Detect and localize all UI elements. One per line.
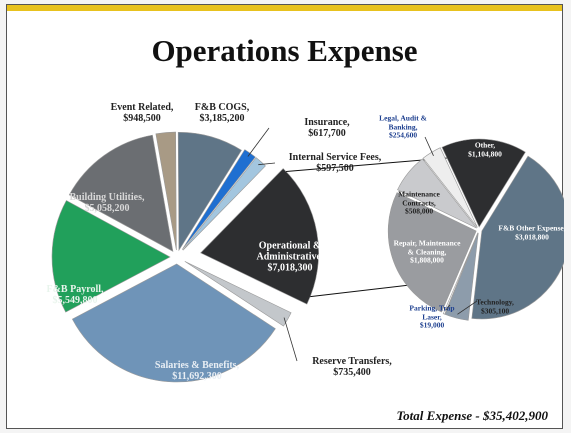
category-label: F&B Payroll, [46, 284, 104, 295]
category-label: Internal Service Fees, [288, 152, 382, 163]
slice-label: F&B COGS, $3,185,200 [182, 102, 262, 124]
pie-slice [397, 158, 477, 229]
category-label: Operational & Administrative, [256, 240, 324, 263]
value-label: $305,100 [480, 306, 510, 315]
slice-label: Insurance, $617,700 [262, 117, 392, 139]
accent-bar [7, 5, 562, 11]
chart [51, 127, 564, 383]
pie-slice [441, 138, 526, 228]
slice-label: Other, $1,104,800 [455, 140, 515, 159]
value-label: $5,549,800 [52, 295, 98, 306]
slice-label: Parking, Trap Laser, $19,000 [402, 304, 462, 330]
value-label: $948,500 [123, 113, 161, 124]
value-label: $1,104,800 [468, 149, 502, 158]
slice-label: F&B Other Expense, $3,018,800 [497, 223, 567, 242]
value-label: $7,018,300 [267, 262, 313, 274]
category-label: Salaries & Benefits, [154, 360, 240, 371]
slice-label: Internal Service Fees, $597,500 [270, 152, 400, 174]
leader-line [424, 136, 434, 157]
value-label: $11,692,300 [172, 371, 222, 382]
slice-label: Salaries & Benefits, $11,692,300 [142, 360, 252, 382]
pie-slice [387, 192, 477, 313]
category-label: Event Related, [110, 102, 174, 113]
slice-label: Technology, $305,100 [455, 297, 535, 316]
value-label: $508,000 [404, 206, 434, 216]
category-label: Other, [474, 140, 496, 150]
category-label: Legal, Audit & Banking, [379, 113, 427, 131]
leader-line [283, 317, 298, 362]
pie-slice [422, 147, 478, 228]
category-label: Technology, [476, 297, 514, 307]
pie-slice [442, 232, 479, 315]
slice-label: Operational & Administrative, $7,018,300 [240, 241, 340, 274]
value-label: $617,700 [308, 128, 346, 139]
value-label: $19,000 [419, 320, 445, 330]
value-label: $3,185,200 [199, 113, 245, 124]
value-label: $3,018,800 [515, 232, 549, 241]
category-label: Building Utilities, [69, 192, 145, 203]
category-label: Insurance, [304, 117, 350, 128]
pie-slice [444, 232, 479, 321]
slice-label: Legal, Audit & Banking, $254,600 [368, 114, 438, 140]
pie-slice [184, 261, 292, 327]
category-label: Repair, Maintenance & Cleaning, [393, 238, 461, 256]
slide: Operations Expense Total Expense - $35,4… [6, 4, 566, 429]
slice-label: Event Related, $948,500 [97, 102, 187, 124]
title: Operations Expense [151, 33, 418, 68]
slice-label: F&B Payroll, $5,549,800 [35, 284, 115, 306]
pie-slice [71, 263, 276, 383]
value-label: $597,500 [316, 163, 354, 174]
pie-slice [51, 200, 171, 313]
category-label: Parking, Trap Laser, [409, 303, 455, 321]
value-label: $254,600 [388, 130, 418, 140]
category-label: F&B Other Expense, [498, 223, 566, 233]
pie-slice [68, 134, 174, 252]
pie-slice [155, 131, 177, 251]
value-label: $735,400 [333, 367, 371, 378]
pie-slice [200, 168, 319, 305]
slice-label: Maintenance Contracts, $508,000 [384, 190, 454, 216]
leader-line [457, 300, 478, 315]
pie-slice [177, 131, 242, 252]
category-label: F&B COGS, [194, 102, 250, 113]
slice-label: Repair, Maintenance & Cleaning, $1,808,00… [392, 239, 462, 265]
slice-label: Reserve Transfers, $735,400 [292, 356, 412, 378]
leader-line [247, 127, 270, 157]
category-label: Maintenance Contracts, [398, 189, 440, 207]
category-label: Reserve Transfers, [312, 356, 392, 367]
pie-slice [182, 157, 266, 251]
leader-line [258, 162, 276, 166]
value-label: $5,058,200 [84, 203, 130, 214]
leader-line [445, 304, 451, 311]
value-label: $1,808,000 [410, 255, 444, 265]
slice-label: Building Utilities, $5,058,200 [62, 192, 152, 214]
pie-slice [471, 155, 564, 320]
total-note: Total Expense - $35,402,900 [396, 408, 548, 423]
